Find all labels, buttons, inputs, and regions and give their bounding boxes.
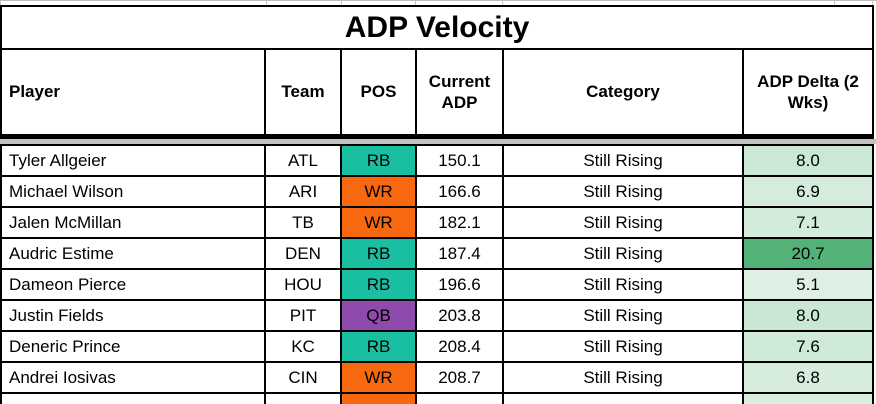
- gridline: [872, 1, 873, 6]
- table-row: Deneric Prince KC RB 208.4 Still Rising …: [0, 330, 874, 363]
- pos-cell[interactable]: RB: [340, 237, 417, 270]
- current-adp-cell[interactable]: 187.4: [415, 237, 504, 270]
- adp-delta-cell[interactable]: 8.0: [742, 299, 874, 332]
- category-cell[interactable]: Still Rising: [502, 268, 744, 301]
- player-cell[interactable]: Michael Wilson: [0, 175, 266, 208]
- player-cell[interactable]: Dameon Pierce: [0, 268, 266, 301]
- gridline: [0, 1, 1, 6]
- table-row: Dameon Pierce HOU RB 196.6 Still Rising …: [0, 268, 874, 301]
- column-header-current-adp[interactable]: Current ADP: [415, 48, 504, 139]
- gridline: [415, 1, 416, 6]
- team-cell[interactable]: HOU: [264, 268, 342, 301]
- category-cell[interactable]: Still Rising: [502, 206, 744, 239]
- pos-cell[interactable]: RB: [340, 268, 417, 301]
- gridline: [266, 1, 267, 6]
- player-cell[interactable]: Justin Fields: [0, 299, 266, 332]
- category-cell[interactable]: [502, 392, 744, 404]
- column-header-player[interactable]: Player: [0, 48, 266, 139]
- current-adp-cell[interactable]: 150.1: [415, 144, 504, 177]
- pos-cell[interactable]: WR: [340, 175, 417, 208]
- column-header-category[interactable]: Category: [502, 48, 744, 139]
- row-above-sliver: [0, 0, 876, 6]
- frozen-row-divider: [0, 139, 876, 144]
- column-header-team[interactable]: Team: [264, 48, 342, 139]
- current-adp-cell[interactable]: 182.1: [415, 206, 504, 239]
- table-row: Andrei Iosivas CIN WR 208.7 Still Rising…: [0, 361, 874, 394]
- table-row: Jalen McMillan TB WR 182.1 Still Rising …: [0, 206, 874, 239]
- table-row: Michael Wilson ARI WR 166.6 Still Rising…: [0, 175, 874, 208]
- adp-delta-cell[interactable]: 8.0: [742, 144, 874, 177]
- gridline: [502, 1, 503, 6]
- table-body-section: Tyler Allgeier ATL RB 150.1 Still Rising…: [0, 144, 874, 404]
- pos-cell[interactable]: QB: [340, 299, 417, 332]
- table-row-partial: [0, 392, 874, 404]
- current-adp-cell[interactable]: [415, 392, 504, 404]
- pos-cell[interactable]: RB: [340, 144, 417, 177]
- page-title[interactable]: ADP Velocity: [0, 5, 875, 50]
- adp-delta-cell[interactable]: 7.6: [742, 330, 874, 363]
- table-row: Audric Estime DEN RB 187.4 Still Rising …: [0, 237, 874, 270]
- category-cell[interactable]: Still Rising: [502, 330, 744, 363]
- category-cell[interactable]: Still Rising: [502, 144, 744, 177]
- team-cell[interactable]: TB: [264, 206, 342, 239]
- current-adp-cell[interactable]: 208.4: [415, 330, 504, 363]
- team-cell[interactable]: PIT: [264, 299, 342, 332]
- column-header-pos[interactable]: POS: [340, 48, 417, 139]
- column-header-row: Player Team POS Current ADP Category ADP…: [0, 48, 875, 139]
- pos-cell[interactable]: WR: [340, 206, 417, 239]
- category-cell[interactable]: Still Rising: [502, 299, 744, 332]
- table-row: Justin Fields PIT QB 203.8 Still Rising …: [0, 299, 874, 332]
- player-cell[interactable]: Audric Estime: [0, 237, 266, 270]
- pos-cell[interactable]: [340, 392, 417, 404]
- player-cell[interactable]: Deneric Prince: [0, 330, 266, 363]
- adp-delta-cell[interactable]: 6.8: [742, 361, 874, 394]
- title-row: ADP Velocity: [0, 5, 875, 50]
- column-header-adp-delta[interactable]: ADP Delta (2 Wks): [741, 48, 875, 139]
- table-row: Tyler Allgeier ATL RB 150.1 Still Rising…: [0, 144, 874, 177]
- table-header-section: ADP Velocity Player Team POS Current ADP…: [0, 5, 875, 139]
- adp-delta-cell[interactable]: 7.1: [742, 206, 874, 239]
- team-cell[interactable]: DEN: [264, 237, 342, 270]
- category-cell[interactable]: Still Rising: [502, 361, 744, 394]
- adp-delta-cell[interactable]: 20.7: [742, 237, 874, 270]
- category-cell[interactable]: Still Rising: [502, 175, 744, 208]
- adp-delta-cell[interactable]: 6.9: [742, 175, 874, 208]
- player-cell[interactable]: Jalen McMillan: [0, 206, 266, 239]
- category-cell[interactable]: Still Rising: [502, 237, 744, 270]
- current-adp-cell[interactable]: 208.7: [415, 361, 504, 394]
- team-cell[interactable]: [264, 392, 342, 404]
- player-cell[interactable]: Tyler Allgeier: [0, 144, 266, 177]
- gridline: [341, 1, 342, 6]
- pos-cell[interactable]: WR: [340, 361, 417, 394]
- team-cell[interactable]: ARI: [264, 175, 342, 208]
- team-cell[interactable]: CIN: [264, 361, 342, 394]
- current-adp-cell[interactable]: 203.8: [415, 299, 504, 332]
- gridline: [834, 1, 835, 6]
- current-adp-cell[interactable]: 166.6: [415, 175, 504, 208]
- pos-cell[interactable]: RB: [340, 330, 417, 363]
- player-cell[interactable]: Andrei Iosivas: [0, 361, 266, 394]
- current-adp-cell[interactable]: 196.6: [415, 268, 504, 301]
- adp-delta-cell[interactable]: 5.1: [742, 268, 874, 301]
- player-cell[interactable]: [0, 392, 266, 404]
- adp-delta-cell[interactable]: [742, 392, 874, 404]
- team-cell[interactable]: ATL: [264, 144, 342, 177]
- team-cell[interactable]: KC: [264, 330, 342, 363]
